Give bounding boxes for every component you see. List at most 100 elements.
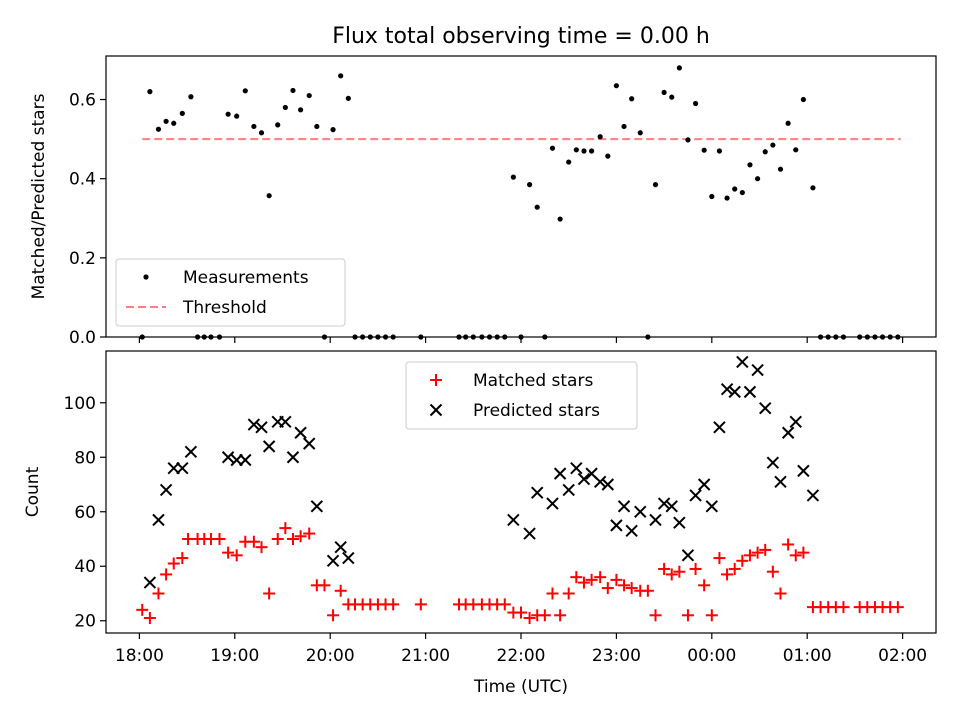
matched-point xyxy=(152,587,165,600)
measurement-point xyxy=(242,88,248,94)
matched-point xyxy=(318,579,331,592)
y-tick-label: 0.4 xyxy=(69,170,96,190)
matched-point xyxy=(554,609,567,622)
bottom-x-ticks: 18:00 19:00 20:00 21:00 22:00 23:00 00:00 01:00… xyxy=(115,633,927,666)
predicted-point xyxy=(279,415,292,429)
legend-box xyxy=(115,258,346,327)
measurement-point xyxy=(581,148,587,154)
predicted-point xyxy=(806,489,820,502)
predicted-point xyxy=(507,513,520,527)
legend-matched-swatch xyxy=(430,374,442,386)
predicted-point xyxy=(294,426,307,439)
predicted-point xyxy=(720,382,734,396)
matched-point xyxy=(334,584,347,597)
measurement-point xyxy=(762,149,768,155)
predicted-point xyxy=(577,472,591,486)
predicted-point xyxy=(176,461,189,475)
predicted-point xyxy=(601,478,615,491)
legend-label: Threshold xyxy=(182,298,267,318)
measurement-point xyxy=(661,89,667,96)
matched-point xyxy=(167,557,180,570)
predicted-point xyxy=(736,355,749,369)
measurement-point xyxy=(800,96,806,103)
matched-point xyxy=(665,568,678,581)
predicted-point xyxy=(743,385,757,399)
matched-point xyxy=(213,533,226,545)
matched-point xyxy=(387,598,400,611)
measurement-point xyxy=(724,195,730,201)
predicted-point xyxy=(689,489,702,502)
matched-point xyxy=(263,587,276,600)
predicted-point xyxy=(759,402,772,415)
predicted-point xyxy=(681,549,695,562)
legend-predicted-swatch xyxy=(429,403,443,417)
measurement-point xyxy=(163,118,169,124)
predicted-point xyxy=(342,551,355,565)
predicted-point xyxy=(797,464,810,478)
measurement-point xyxy=(676,65,682,71)
matched-point xyxy=(618,579,631,592)
measurement-point xyxy=(188,94,194,100)
matched-point xyxy=(255,541,268,554)
matched-point xyxy=(143,612,156,625)
matched-point xyxy=(625,582,638,595)
x-tick-label: 23:00 xyxy=(592,646,641,666)
y-tick-label: 0.6 xyxy=(69,91,96,111)
matched-point xyxy=(728,562,741,575)
predicted-point xyxy=(531,486,544,499)
predicted-point xyxy=(255,421,268,434)
matched-point xyxy=(649,609,662,622)
predicted-point xyxy=(665,500,678,513)
measurement-point xyxy=(613,83,620,89)
predicted-point xyxy=(302,437,316,450)
matched-point xyxy=(610,573,623,586)
matched-point xyxy=(562,587,575,600)
measurement-point xyxy=(739,189,745,196)
matched-point xyxy=(570,571,583,584)
measurement-point xyxy=(225,111,231,117)
matched-point xyxy=(136,603,149,616)
measurement-point xyxy=(793,147,799,153)
matched-point xyxy=(230,549,243,562)
matched-point xyxy=(743,549,756,562)
matched-point xyxy=(766,565,779,578)
predicted-point xyxy=(713,421,726,434)
matched-point xyxy=(641,584,654,597)
measurement-point xyxy=(747,162,753,168)
predicted-point xyxy=(617,500,631,513)
legend-measurement-swatch xyxy=(143,274,149,280)
predicted-point xyxy=(728,385,741,399)
measurement-point xyxy=(629,96,635,102)
measurement-point xyxy=(566,159,572,165)
y-tick-label: 0.2 xyxy=(69,249,96,269)
y-tick-label: 0.0 xyxy=(69,328,96,348)
top-panel: Matched/Predicted stars 0.0 0.2 0.4 0.6 Mea… xyxy=(29,55,937,348)
legend-box xyxy=(405,361,638,430)
predicted-point xyxy=(286,451,300,464)
predicted-point xyxy=(523,527,536,540)
measurement-point xyxy=(510,174,516,180)
bottom-panel: Count 20 40 60 80 100 18:00 19:00 20:00 21:00 22… xyxy=(23,350,937,697)
matched-point xyxy=(797,546,810,559)
measurement-point xyxy=(534,204,540,210)
y-tick-label: 80 xyxy=(74,448,96,468)
measurement-point xyxy=(588,148,595,154)
measurement-point xyxy=(251,123,257,130)
bottom-axes-frame xyxy=(105,350,937,634)
measurement-point xyxy=(155,126,162,132)
predicted-point xyxy=(310,500,324,513)
predicted-point xyxy=(673,516,686,529)
matched-point xyxy=(176,552,189,565)
measurement-point xyxy=(810,185,816,191)
matched-point xyxy=(673,565,686,578)
legend-label: Predicted stars xyxy=(473,401,600,421)
measurement-point xyxy=(692,100,699,107)
measurement-point xyxy=(526,182,533,188)
matched-point xyxy=(279,522,292,535)
predicted-point xyxy=(657,497,671,510)
predicted-point xyxy=(221,451,235,464)
measurement-point xyxy=(330,127,336,133)
measurement-point xyxy=(732,186,738,192)
matched-point xyxy=(585,573,598,586)
